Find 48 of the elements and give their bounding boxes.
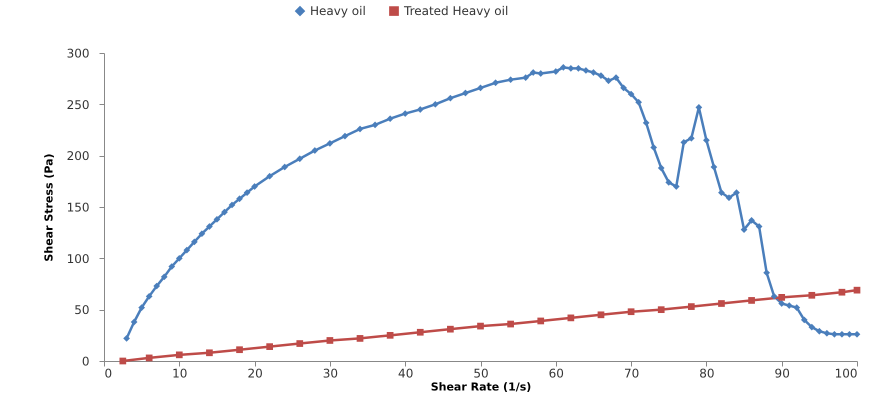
point [296,340,304,347]
y-tick-label: 200 [66,149,90,164]
x-tick-label: 40 [398,366,414,380]
y-tick-label: 250 [66,98,90,112]
point [266,343,274,350]
point [477,322,484,330]
point [386,332,394,339]
x-tick-label: 50 [473,366,489,380]
point [326,337,334,344]
x-tick-label: 30 [322,366,338,380]
point [718,300,725,307]
x-tick-label: 80 [699,366,715,380]
x-tick-label: 10 [172,366,188,380]
point [206,349,213,356]
x-tick-label: 100 [834,366,858,380]
y-axis-title: Shear Stress (Pa) [42,153,56,262]
point [838,288,846,296]
x-tick-label: 20 [247,366,263,380]
point [854,286,860,294]
point [236,346,243,354]
point [808,292,816,299]
point [688,303,695,310]
y-tick-label: 100 [66,252,90,266]
point [119,358,126,364]
point [778,294,786,301]
point [537,318,544,324]
point [658,306,665,314]
point [447,326,454,333]
y-tick-label: 0 [82,354,90,368]
point [356,335,364,342]
y-tick-label: 300 [66,46,90,60]
point [598,311,604,318]
point [176,351,183,358]
x-tick-label: 60 [548,366,564,380]
point [628,308,634,316]
x-tick-label: 0 [104,366,112,380]
x-tick-label: 70 [624,366,640,380]
x-tick-label: 90 [774,366,790,380]
y-tick-label: 50 [74,303,90,318]
point [568,314,574,322]
point [416,328,424,336]
point [507,320,514,328]
legend-label: Heavy oil [310,4,366,18]
point [748,297,755,304]
point [146,354,153,362]
y-tick-label: 150 [66,200,90,214]
x-axis-title: Shear Rate (1/s) [430,380,532,394]
legend-label: Treated Heavy oil [403,4,508,18]
